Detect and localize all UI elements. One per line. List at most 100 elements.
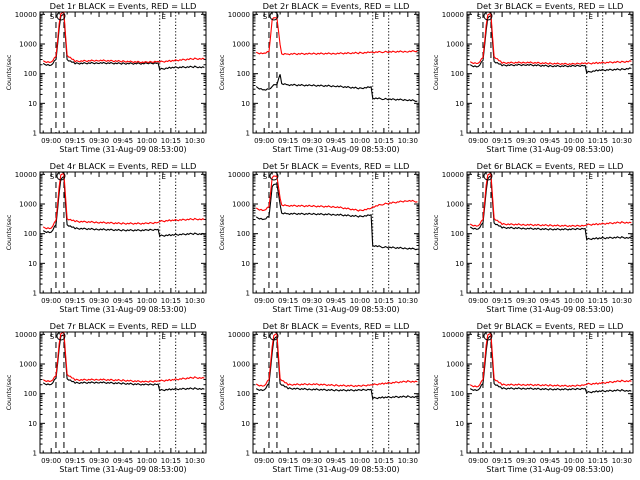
- x-tick-label: 10:00: [137, 457, 157, 465]
- peak-marker-circle: [269, 331, 279, 341]
- marker-tag: E: [374, 333, 378, 341]
- marker-tag: S: [263, 13, 268, 21]
- y-axis-label: Counts/sec: [5, 374, 13, 410]
- x-tick-label: 10:00: [350, 137, 370, 145]
- chart-title: Det 8r BLACK = Events, RED = LLD: [263, 321, 410, 331]
- y-tick-label: 10: [455, 260, 464, 268]
- x-tick-label: 09:30: [516, 137, 536, 145]
- y-tick-label: 100: [24, 70, 37, 78]
- x-tick-label: 10:00: [564, 297, 584, 305]
- peak-marker-circle: [483, 331, 493, 341]
- x-tick-label: 09:15: [492, 457, 512, 465]
- x-tick-label: 09:00: [468, 457, 488, 465]
- peak-marker-circle: [269, 11, 279, 21]
- marker-tag: E: [588, 333, 592, 341]
- x-tick-label: 09:45: [113, 297, 133, 305]
- x-tick-label: 10:30: [612, 137, 632, 145]
- y-tick-label: 10: [455, 420, 464, 428]
- events-series-line: [42, 13, 205, 71]
- x-axis-label: Start Time (31-Aug-09 08:53:00): [272, 465, 399, 474]
- y-tick-label: 10: [241, 260, 250, 268]
- x-tick-label: 09:15: [65, 297, 85, 305]
- marker-tag: E: [374, 173, 378, 181]
- events-series-line: [255, 183, 418, 251]
- chart-title: Det 4r BLACK = Events, RED = LLD: [50, 161, 197, 171]
- x-axis-label: Start Time (31-Aug-09 08:53:00): [59, 305, 186, 314]
- x-tick-label: 10:30: [185, 137, 205, 145]
- marker-tag: S: [477, 333, 482, 341]
- y-tick-label: 1000: [19, 201, 37, 209]
- y-tick-label: 10000: [228, 11, 250, 19]
- x-tick-label: 09:45: [540, 137, 560, 145]
- y-tick-label: 100: [237, 70, 250, 78]
- y-tick-label: 10: [28, 420, 37, 428]
- x-tick-label: 09:00: [41, 297, 61, 305]
- x-tick-label: 09:45: [326, 457, 346, 465]
- y-tick-label: 10000: [15, 11, 37, 19]
- lld-series-line: [469, 332, 632, 388]
- peak-marker-circle: [483, 171, 493, 181]
- lld-series-line: [255, 17, 418, 56]
- y-tick-label: 10000: [442, 171, 464, 179]
- chart-title: Det 1r BLACK = Events, RED = LLD: [50, 1, 197, 11]
- y-tick-label: 1: [460, 130, 464, 138]
- chart-panel: Det 5r BLACK = Events, RED = LLD 1 10 100 10…: [218, 161, 420, 314]
- x-tick-label: 09:15: [65, 457, 85, 465]
- x-tick-label: 10:30: [612, 297, 632, 305]
- y-tick-label: 1000: [19, 41, 37, 49]
- x-tick-label: 09:00: [468, 297, 488, 305]
- x-tick-label: 10:15: [588, 137, 608, 145]
- x-tick-label: 10:00: [137, 137, 157, 145]
- x-tick-label: 10:30: [185, 457, 205, 465]
- x-tick-label: 10:00: [350, 457, 370, 465]
- chart-title: Det 7r BLACK = Events, RED = LLD: [50, 321, 197, 331]
- x-tick-label: 09:00: [41, 457, 61, 465]
- y-axis-label: Counts/sec: [5, 54, 13, 90]
- peak-marker-circle: [269, 171, 279, 181]
- marker-tag: E: [588, 13, 592, 21]
- y-tick-label: 10000: [228, 171, 250, 179]
- x-tick-label: 10:00: [564, 137, 584, 145]
- y-axis-label: Counts/sec: [432, 54, 440, 90]
- y-tick-label: 1: [246, 450, 250, 458]
- lld-series-line: [469, 12, 632, 66]
- x-tick-label: 09:30: [302, 457, 322, 465]
- x-tick-label: 10:30: [398, 457, 418, 465]
- y-tick-label: 10000: [442, 11, 464, 19]
- y-tick-label: 1000: [232, 41, 250, 49]
- x-tick-label: 09:00: [254, 137, 274, 145]
- y-tick-label: 10: [455, 100, 464, 108]
- x-axis-label: Start Time (31-Aug-09 08:53:00): [486, 305, 613, 314]
- lld-series-line: [42, 172, 205, 230]
- x-tick-label: 10:15: [161, 297, 181, 305]
- x-tick-label: 10:15: [374, 457, 394, 465]
- y-tick-label: 10: [28, 260, 37, 268]
- y-tick-label: 1: [246, 130, 250, 138]
- chart-panel: Det 9r BLACK = Events, RED = LLD 1 10 100 10…: [432, 321, 634, 474]
- y-tick-label: 1000: [19, 361, 37, 369]
- x-tick-label: 09:15: [492, 137, 512, 145]
- events-series-line: [255, 74, 418, 103]
- marker-tag: E: [161, 173, 165, 181]
- y-axis-label: Counts/sec: [218, 54, 226, 90]
- y-tick-label: 1: [33, 130, 37, 138]
- marker-tag: S: [263, 333, 268, 341]
- y-tick-label: 1: [460, 450, 464, 458]
- marker-tag: E: [161, 333, 165, 341]
- x-tick-label: 09:15: [278, 297, 298, 305]
- chart-panel: Det 8r BLACK = Events, RED = LLD 1 10 100 10…: [218, 321, 420, 474]
- y-tick-label: 1000: [446, 201, 464, 209]
- x-tick-label: 10:15: [588, 297, 608, 305]
- events-series-line: [469, 14, 632, 74]
- y-tick-label: 1: [460, 290, 464, 298]
- y-axis-label: Counts/sec: [432, 374, 440, 410]
- x-axis-label: Start Time (31-Aug-09 08:53:00): [59, 465, 186, 474]
- x-tick-label: 10:00: [350, 297, 370, 305]
- y-tick-label: 10: [241, 100, 250, 108]
- chart-panel: Det 2r BLACK = Events, RED = LLD 1 10 100 10…: [218, 1, 420, 154]
- x-axis-label: Start Time (31-Aug-09 08:53:00): [486, 465, 613, 474]
- y-tick-label: 1000: [446, 41, 464, 49]
- x-tick-label: 09:45: [113, 137, 133, 145]
- x-tick-label: 10:15: [588, 457, 608, 465]
